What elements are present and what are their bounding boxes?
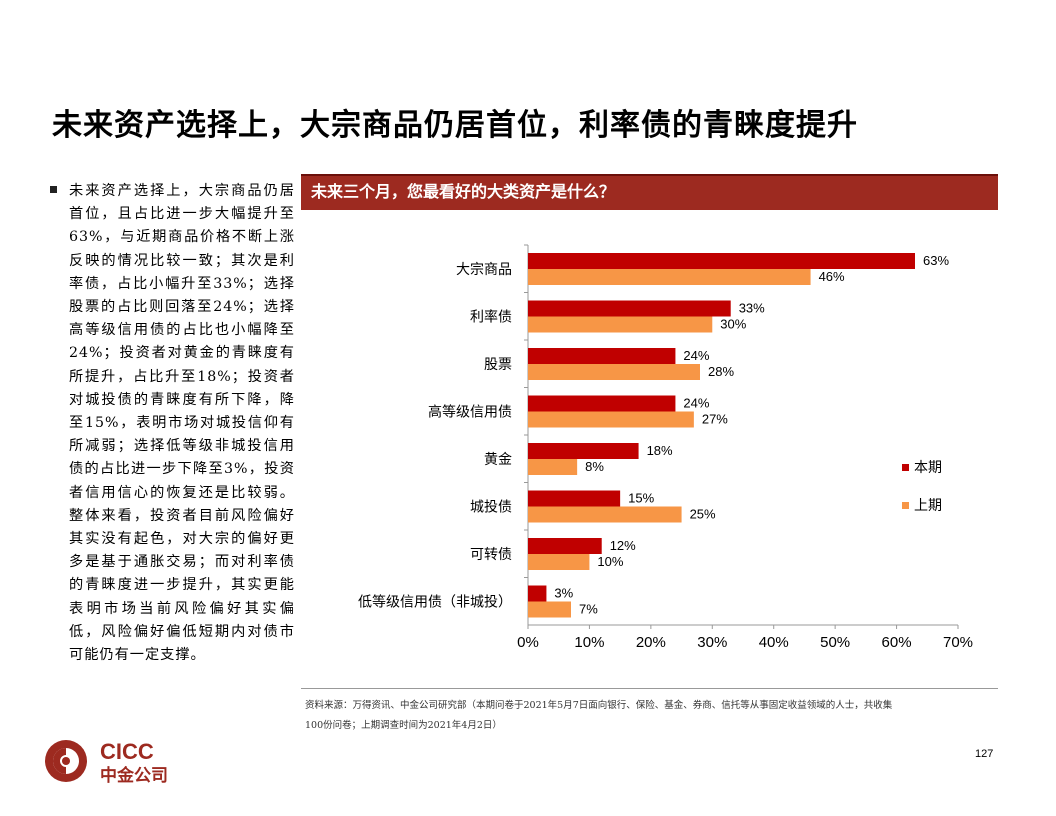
bar-current (528, 538, 602, 554)
cicc-logo: CICC 中金公司 (45, 739, 168, 786)
legend-swatch-current (902, 464, 909, 471)
source-divider (301, 688, 998, 689)
bar-chart: 0% 10% 20% 30% 40% 50% 60% 70%大宗商品63%46%利率债33%3… (358, 244, 973, 651)
x-tick-label: 0% (517, 634, 539, 651)
x-tick-label: 50% (820, 634, 850, 651)
bar-previous (528, 411, 694, 428)
category-label: 股票 (484, 357, 512, 373)
logo-text-cn: 中金公司 (100, 765, 168, 786)
data-label: 28% (708, 364, 734, 379)
category-label: 大宗商品 (456, 262, 512, 278)
bar-current (528, 395, 676, 412)
data-label: 7% (579, 602, 598, 617)
bar-current (528, 443, 639, 459)
source-note-line2: 100份问卷；上期调查时间为2021年4月2日） (305, 720, 502, 731)
bar-current (528, 490, 621, 507)
data-label: 25% (690, 507, 716, 522)
data-label: 8% (585, 459, 604, 474)
bar-current (528, 348, 676, 364)
legend-label: 本期 (914, 460, 942, 476)
data-label: 46% (819, 269, 845, 284)
category-label: 高等级信用债 (428, 404, 512, 421)
legend-swatch-previous (902, 502, 909, 509)
bar-current (528, 300, 731, 317)
page-title: 未来资产选择上，大宗商品仍居首位，利率债的青睐度提升 (52, 108, 858, 143)
data-label: 24% (683, 396, 709, 411)
data-label: 18% (647, 443, 673, 458)
bar-previous (528, 316, 713, 333)
x-tick-label: 40% (759, 634, 789, 651)
bar-previous (528, 269, 811, 285)
data-label: 33% (739, 301, 765, 316)
data-label: 15% (628, 491, 654, 506)
summary-bullet: 未来资产选择上，大宗商品仍居首位，且占比进一步大幅提升至63%，与近期商品价格不… (50, 180, 295, 667)
bar-previous (528, 506, 682, 523)
category-label: 黄金 (484, 451, 512, 468)
x-tick-label: 70% (943, 634, 973, 651)
bar-previous (528, 459, 578, 475)
bar-current (528, 253, 915, 269)
summary-text: 未来资产选择上，大宗商品仍居首位，且占比进一步大幅提升至63%，与近期商品价格不… (69, 183, 295, 664)
x-tick-label: 30% (697, 634, 727, 651)
bar-previous (528, 601, 571, 618)
data-label: 24% (683, 348, 709, 363)
source-note-line1: 资料来源：万得资讯、中金公司研究部（本期问卷于2021年5月7日面向银行、保险、… (305, 700, 893, 711)
data-label: 10% (597, 554, 623, 569)
logo-text-en: CICC (100, 739, 154, 764)
category-label: 城投债 (470, 500, 512, 516)
category-label: 利率债 (470, 309, 512, 326)
bar-current (528, 585, 547, 602)
data-label: 3% (554, 586, 573, 601)
chart-header: 未来三个月，您最看好的大类资产是什么？ (301, 174, 998, 210)
data-label: 30% (720, 317, 746, 332)
bullet-square-icon (50, 186, 57, 193)
data-label: 27% (702, 412, 728, 427)
category-label: 可转债 (470, 547, 512, 563)
x-tick-label: 10% (574, 634, 604, 651)
category-label: 低等级信用债（非城投） (358, 594, 512, 611)
cicc-emblem-icon (45, 740, 87, 782)
x-tick-label: 60% (882, 634, 912, 651)
data-label: 63% (923, 253, 949, 268)
bar-previous (528, 364, 700, 380)
data-label: 12% (610, 538, 636, 553)
source-note: 资料来源：万得资讯、中金公司研究部（本期问卷于2021年5月7日面向银行、保险、… (305, 696, 995, 736)
bar-previous (528, 554, 590, 570)
x-tick-label: 20% (636, 634, 666, 651)
legend-label: 上期 (914, 498, 942, 514)
page-number: 127 (975, 748, 994, 760)
